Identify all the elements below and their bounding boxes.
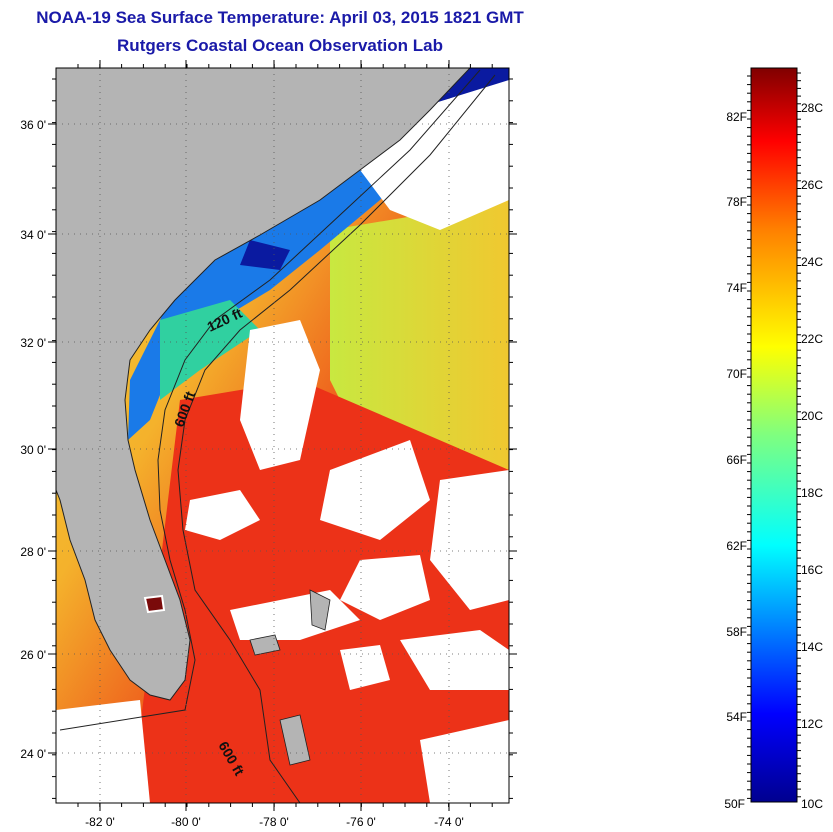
colorbar bbox=[750, 67, 798, 803]
mid-latitude-water bbox=[330, 200, 509, 480]
longitude-labels: -82 0' -80 0' -78 0' -76 0' -74 0' bbox=[85, 815, 464, 829]
colorbar-f-label: 54F bbox=[726, 710, 747, 724]
colorbar-c-label: 28C bbox=[801, 101, 823, 115]
colorbar-c-label: 26C bbox=[801, 178, 823, 192]
colorbar-c-label: 20C bbox=[801, 409, 823, 423]
bahamas-islands bbox=[249, 589, 331, 766]
lat-label: 26 0' bbox=[20, 648, 46, 662]
lat-label: 36 0' bbox=[20, 118, 46, 132]
map-subtitle: Rutgers Coastal Ocean Observation Lab bbox=[117, 36, 443, 55]
cold-patch bbox=[240, 240, 290, 270]
latitude-labels: 36 0' 34 0' 32 0' 30 0' 28 0' 26 0' 24 0… bbox=[20, 118, 46, 761]
colorbar-f-label: 62F bbox=[726, 539, 747, 553]
colorbar-c-label: 10C bbox=[801, 797, 823, 811]
lat-label: 34 0' bbox=[20, 228, 46, 242]
colorbar-c-label: 24C bbox=[801, 255, 823, 269]
colorbar-f-label: 82F bbox=[726, 110, 747, 124]
lat-label: 24 0' bbox=[20, 747, 46, 761]
graticule bbox=[56, 68, 509, 803]
colorbar-f-label: 58F bbox=[726, 625, 747, 639]
map-title: NOAA-19 Sea Surface Temperature: April 0… bbox=[36, 8, 524, 27]
colorbar-f-label: 78F bbox=[726, 195, 747, 209]
colorbar-f-label: 66F bbox=[726, 453, 747, 467]
lat-label: 32 0' bbox=[20, 336, 46, 350]
colorbar-f-label: 70F bbox=[726, 367, 747, 381]
colorbar-c-label: 12C bbox=[801, 717, 823, 731]
map-frame bbox=[55, 67, 510, 804]
lon-label: -82 0' bbox=[85, 815, 115, 829]
colorbar-c-label: 22C bbox=[801, 332, 823, 346]
lat-label: 28 0' bbox=[20, 545, 46, 559]
colorbar-c-label: 18C bbox=[801, 486, 823, 500]
lon-label: -74 0' bbox=[434, 815, 464, 829]
lon-label: -80 0' bbox=[171, 815, 201, 829]
colorbar-f-label: 50F bbox=[724, 797, 745, 811]
colorbar-c-label: 16C bbox=[801, 563, 823, 577]
axis-ticks bbox=[48, 60, 517, 811]
shelf-water bbox=[160, 300, 260, 400]
lon-label: -78 0' bbox=[259, 815, 289, 829]
contour-120ft bbox=[59, 69, 481, 731]
colorbar-c-label: 14C bbox=[801, 640, 823, 654]
fahrenheit-labels: 82F 78F 74F 70F 66F 62F 58F 54F 50F bbox=[724, 110, 747, 811]
lat-label: 30 0' bbox=[20, 443, 46, 457]
lake-okeechobee bbox=[143, 594, 166, 614]
land-mass bbox=[56, 68, 471, 701]
lon-label: -76 0' bbox=[346, 815, 376, 829]
colorbar-ticks bbox=[747, 72, 801, 799]
contour-600ft bbox=[177, 74, 496, 803]
colorbar-f-label: 74F bbox=[726, 281, 747, 295]
celsius-labels: 28C 26C 24C 22C 20C 18C 16C 14C 12C 10C bbox=[801, 101, 823, 811]
